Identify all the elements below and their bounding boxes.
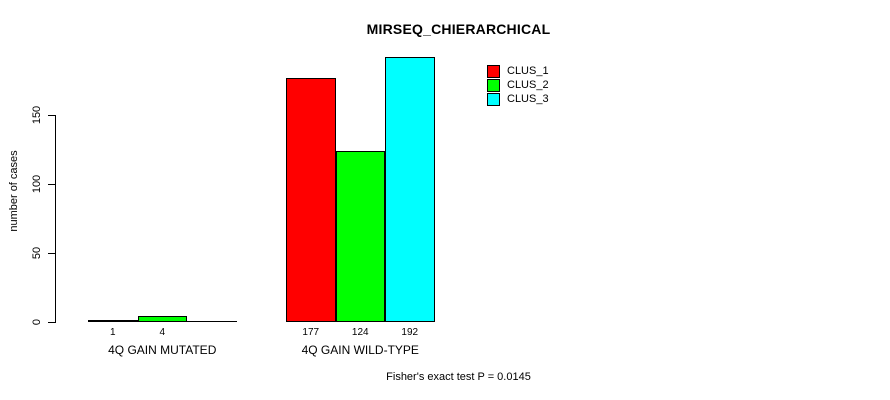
bar-value-label: 177 <box>302 327 320 338</box>
legend-item: CLUS_3 <box>487 93 549 106</box>
y-tick-label: 100 <box>31 174 43 194</box>
bar-value-label: 4 <box>159 327 166 338</box>
bar-clus_1 <box>88 320 138 322</box>
bar-clus_3 <box>385 57 435 322</box>
y-axis-line <box>55 115 56 323</box>
legend-swatch-clus_1 <box>487 65 500 78</box>
bar-clus_1 <box>286 78 336 322</box>
legend-label: CLUS_1 <box>507 65 549 77</box>
bar-clus_3 <box>187 321 237 322</box>
footnote: Fisher's exact test P = 0.0145 <box>386 371 531 383</box>
y-tick-label: 150 <box>31 105 43 125</box>
legend-swatch-clus_3 <box>487 93 500 106</box>
legend: CLUS_1 CLUS_2 CLUS_3 <box>487 65 549 107</box>
y-tick-label: 0 <box>31 318 43 326</box>
legend-item: CLUS_2 <box>487 79 549 92</box>
y-tick-mark <box>48 115 55 116</box>
bar-clus_2 <box>335 151 385 322</box>
bar-value-label: 192 <box>401 327 419 338</box>
y-tick-mark <box>48 184 55 185</box>
y-tick-mark <box>48 253 55 254</box>
y-axis-label: number of cases <box>8 150 20 232</box>
legend-item: CLUS_1 <box>487 65 549 78</box>
y-tick-label: 50 <box>31 246 43 260</box>
group-label: 4Q GAIN WILD-TYPE <box>301 343 419 357</box>
group-label: 4Q GAIN MUTATED <box>108 343 217 357</box>
y-tick-mark <box>48 322 55 323</box>
bar-value-label: 124 <box>351 327 369 338</box>
legend-swatch-clus_2 <box>487 79 500 92</box>
bar-value-label: 1 <box>109 327 116 338</box>
legend-label: CLUS_3 <box>507 93 549 105</box>
chart-title: MIRSEQ_CHIERARCHICAL <box>366 21 551 37</box>
bar-clus_2 <box>137 316 187 322</box>
legend-label: CLUS_2 <box>507 79 549 91</box>
